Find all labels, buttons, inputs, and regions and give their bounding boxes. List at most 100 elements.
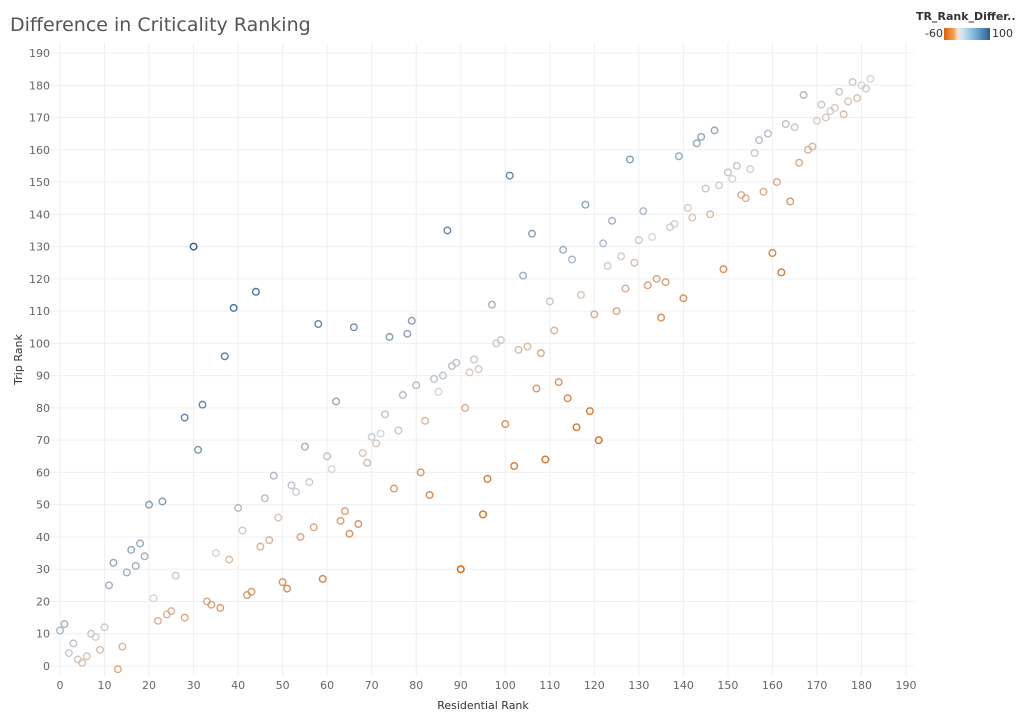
scatter-point[interactable]: [545, 297, 554, 306]
scatter-point[interactable]: [643, 281, 652, 290]
scatter-point[interactable]: [523, 342, 532, 351]
scatter-point[interactable]: [113, 665, 122, 674]
scatter-point[interactable]: [198, 400, 207, 409]
scatter-point[interactable]: [861, 84, 870, 93]
scatter-point[interactable]: [430, 374, 439, 383]
scatter-point[interactable]: [274, 513, 283, 522]
scatter-point[interactable]: [158, 497, 167, 506]
scatter-point[interactable]: [536, 349, 545, 358]
scatter-point[interactable]: [421, 416, 430, 425]
scatter-point[interactable]: [559, 245, 568, 254]
scatter-point[interactable]: [768, 249, 777, 258]
scatter-point[interactable]: [550, 326, 559, 335]
scatter-point[interactable]: [461, 403, 470, 412]
scatter-point[interactable]: [470, 355, 479, 364]
scatter-point[interactable]: [287, 481, 296, 490]
scatter-point[interactable]: [82, 652, 91, 661]
scatter-point[interactable]: [853, 94, 862, 103]
scatter-point[interactable]: [385, 332, 394, 341]
scatter-point[interactable]: [251, 287, 260, 296]
scatter-point[interactable]: [692, 139, 701, 148]
scatter-point[interactable]: [327, 465, 336, 474]
scatter-point[interactable]: [839, 110, 848, 119]
scatter-point[interactable]: [706, 210, 715, 219]
scatter-point[interactable]: [594, 436, 603, 445]
scatter-point[interactable]: [554, 378, 563, 387]
scatter-point[interactable]: [830, 103, 839, 112]
scatter-point[interactable]: [474, 365, 483, 374]
scatter-point[interactable]: [674, 152, 683, 161]
scatter-point[interactable]: [269, 471, 278, 480]
scatter-point[interactable]: [225, 555, 234, 564]
scatter-point[interactable]: [714, 181, 723, 190]
scatter-point[interactable]: [69, 639, 78, 648]
scatter-point[interactable]: [710, 126, 719, 135]
scatter-point[interactable]: [127, 545, 136, 554]
scatter-point[interactable]: [305, 478, 314, 487]
scatter-point[interactable]: [100, 623, 109, 632]
scatter-point[interactable]: [679, 294, 688, 303]
scatter-point[interactable]: [238, 526, 247, 535]
scatter-point[interactable]: [349, 323, 358, 332]
scatter-point[interactable]: [389, 484, 398, 493]
scatter-point[interactable]: [194, 445, 203, 454]
scatter-point[interactable]: [581, 200, 590, 209]
scatter-point[interactable]: [180, 413, 189, 422]
scatter-point[interactable]: [358, 449, 367, 458]
scatter-point[interactable]: [501, 420, 510, 429]
scatter-point[interactable]: [723, 168, 732, 177]
scatter-point[interactable]: [759, 187, 768, 196]
scatter-point[interactable]: [56, 626, 65, 635]
scatter-point[interactable]: [309, 523, 318, 532]
scatter-point[interactable]: [367, 432, 376, 441]
scatter-point[interactable]: [835, 87, 844, 96]
scatter-point[interactable]: [661, 278, 670, 287]
scatter-point[interactable]: [568, 255, 577, 264]
scatter-point[interactable]: [625, 155, 634, 164]
scatter-point[interactable]: [291, 487, 300, 496]
scatter-point[interactable]: [64, 649, 73, 658]
scatter-point[interactable]: [220, 352, 229, 361]
scatter-point[interactable]: [438, 371, 447, 380]
scatter-point[interactable]: [728, 174, 737, 183]
scatter-point[interactable]: [296, 532, 305, 541]
scatter-point[interactable]: [572, 423, 581, 432]
scatter-point[interactable]: [741, 194, 750, 203]
scatter-point[interactable]: [207, 600, 216, 609]
scatter-point[interactable]: [777, 268, 786, 277]
scatter-point[interactable]: [78, 658, 87, 667]
scatter-point[interactable]: [314, 320, 323, 329]
scatter-point[interactable]: [425, 491, 434, 500]
scatter-point[interactable]: [211, 549, 220, 558]
scatter-point[interactable]: [416, 468, 425, 477]
scatter-point[interactable]: [621, 284, 630, 293]
scatter-point[interactable]: [91, 632, 100, 641]
scatter-point[interactable]: [332, 397, 341, 406]
scatter-point[interactable]: [109, 558, 118, 567]
scatter-point[interactable]: [398, 390, 407, 399]
scatter-point[interactable]: [755, 136, 764, 145]
scatter-point[interactable]: [234, 503, 243, 512]
scatter-point[interactable]: [118, 642, 127, 651]
scatter-point[interactable]: [247, 587, 256, 596]
scatter-point[interactable]: [719, 265, 728, 274]
scatter-point[interactable]: [808, 142, 817, 151]
scatter-point[interactable]: [612, 307, 621, 316]
scatter-point[interactable]: [216, 603, 225, 612]
scatter-point[interactable]: [732, 161, 741, 170]
scatter-point[interactable]: [603, 261, 612, 270]
scatter-point[interactable]: [354, 520, 363, 529]
scatter-point[interactable]: [514, 345, 523, 354]
scatter-point[interactable]: [323, 452, 332, 461]
scatter-point[interactable]: [456, 565, 465, 574]
scatter-point[interactable]: [443, 226, 452, 235]
scatter-point[interactable]: [750, 149, 759, 158]
scatter-point[interactable]: [590, 310, 599, 319]
scatter-point[interactable]: [670, 219, 679, 228]
scatter-point[interactable]: [617, 252, 626, 261]
scatter-point[interactable]: [683, 203, 692, 212]
scatter-point[interactable]: [541, 455, 550, 464]
scatter-point[interactable]: [585, 407, 594, 416]
scatter-point[interactable]: [648, 232, 657, 241]
scatter-point[interactable]: [772, 178, 781, 187]
